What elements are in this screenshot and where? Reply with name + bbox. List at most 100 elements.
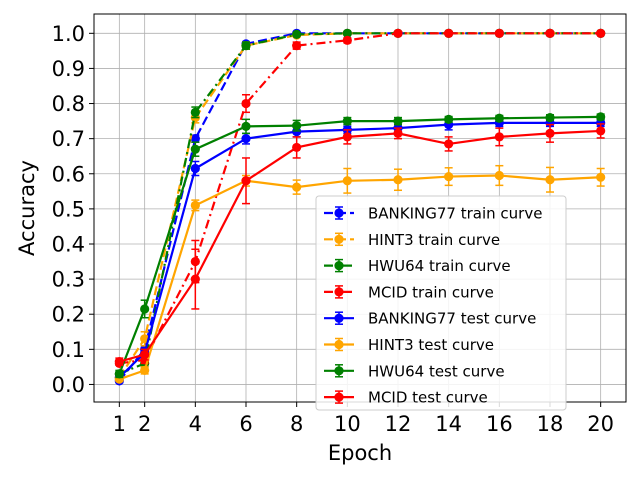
data-point: [393, 28, 403, 38]
data-point: [342, 132, 352, 142]
legend-label: HINT3 train curve: [368, 231, 500, 249]
data-point: [545, 128, 555, 138]
data-point: [444, 171, 454, 182]
data-point: [140, 304, 150, 314]
data-point: [114, 369, 124, 379]
data-point: [393, 128, 403, 138]
y-tick-label: 0.2: [52, 303, 85, 327]
data-point: [494, 170, 504, 181]
y-tick-label: 0.9: [52, 57, 85, 81]
legend-label: BANKING77 test curve: [368, 310, 536, 328]
legend-marker: [334, 339, 344, 350]
data-point: [545, 112, 555, 123]
x-tick-label: 8: [290, 412, 303, 436]
legend: BANKING77 train curve HINT3 train curve HW…: [315, 195, 567, 411]
series-line: [119, 32, 601, 365]
legend-marker: [334, 313, 344, 323]
data-point: [190, 107, 200, 117]
data-point: [444, 139, 454, 149]
x-tick-label: 1: [113, 412, 126, 436]
data-point: [292, 182, 302, 192]
legend-entry: MCID test curve: [324, 389, 488, 407]
x-tick-label: 16: [486, 412, 513, 436]
y-axis-title: Accuracy: [15, 160, 39, 256]
y-tick-label: 0.8: [52, 92, 85, 116]
legend-marker: [334, 392, 344, 402]
data-point: [342, 28, 352, 38]
legend-label: BANKING77 train curve: [368, 205, 542, 223]
data-point: [494, 28, 504, 38]
data-point: [596, 112, 606, 122]
legend-marker: [334, 366, 344, 376]
data-point: [190, 144, 200, 154]
data-point: [494, 113, 504, 123]
data-point: [241, 98, 251, 109]
data-point: [393, 175, 403, 185]
data-point: [292, 121, 302, 131]
y-tick-label: 1.0: [52, 22, 85, 46]
data-point: [494, 132, 504, 142]
legend-entry: HINT3 test curve: [324, 336, 494, 354]
legend-entry: HINT3 train curve: [324, 231, 500, 249]
y-tick-label: 0.4: [52, 232, 85, 256]
data-point: [545, 28, 555, 38]
legend-entry: BANKING77 test curve: [324, 310, 536, 328]
data-point: [241, 134, 251, 144]
legend-label: MCID train curve: [368, 283, 494, 301]
data-point: [292, 41, 302, 51]
data-point: [342, 35, 352, 45]
legend-entry: BANKING77 train curve: [324, 205, 542, 223]
data-point: [190, 163, 200, 174]
legend-marker: [334, 234, 344, 244]
legend-entry: HWU64 train curve: [324, 257, 511, 275]
x-tick-label: 4: [189, 412, 202, 436]
y-tick-label: 0.5: [52, 197, 85, 221]
x-tick-label: 18: [537, 412, 564, 436]
x-tick-label: 20: [587, 412, 614, 436]
data-point: [140, 365, 150, 375]
data-point: [292, 142, 302, 153]
data-point: [596, 126, 606, 136]
legend-marker: [334, 261, 344, 271]
y-tick-label: 0.3: [52, 268, 85, 292]
curves: [114, 28, 606, 386]
legend-label: HINT3 test curve: [368, 336, 494, 354]
legend-marker: [334, 208, 344, 218]
legend-label: MCID test curve: [368, 389, 488, 407]
data-point: [292, 29, 302, 39]
data-point: [241, 41, 251, 51]
y-tick-label: 0.7: [52, 127, 85, 151]
series-hwu64-test-curve: [114, 112, 606, 379]
data-point: [241, 121, 251, 131]
data-point: [140, 349, 150, 360]
x-tick-label: 2: [138, 412, 151, 436]
x-tick-label: 6: [239, 412, 252, 436]
series-line: [118, 32, 601, 382]
series-mcid-test-curve: [114, 123, 606, 367]
x-tick-label: 12: [385, 412, 412, 436]
data-point: [190, 200, 200, 210]
data-point: [393, 116, 403, 126]
data-point: [596, 172, 606, 182]
data-point: [241, 176, 251, 186]
y-tick-label: 0.6: [52, 162, 85, 186]
ticks: 1 2 4 6 8 10 12 14 16 18 20 0.0 0.1 0.2 0.3 0.4 0.5 0.6 0.…: [52, 22, 614, 436]
data-point: [444, 28, 454, 38]
x-tick-label: 14: [435, 412, 462, 436]
legend-label: HWU64 test curve: [368, 362, 505, 380]
legend-box: [315, 195, 567, 411]
y-tick-label: 0.1: [52, 338, 85, 362]
data-point: [114, 357, 124, 367]
data-point: [190, 134, 200, 144]
data-point: [545, 175, 555, 185]
data-point: [596, 28, 606, 38]
data-point: [190, 274, 200, 284]
legend-entry: MCID train curve: [324, 283, 494, 301]
legend-marker: [334, 287, 344, 297]
data-point: [444, 114, 454, 124]
x-tick-label: 10: [334, 412, 361, 436]
x-axis-title: Epoch: [328, 441, 392, 465]
data-point: [342, 176, 352, 186]
data-point: [342, 116, 352, 126]
